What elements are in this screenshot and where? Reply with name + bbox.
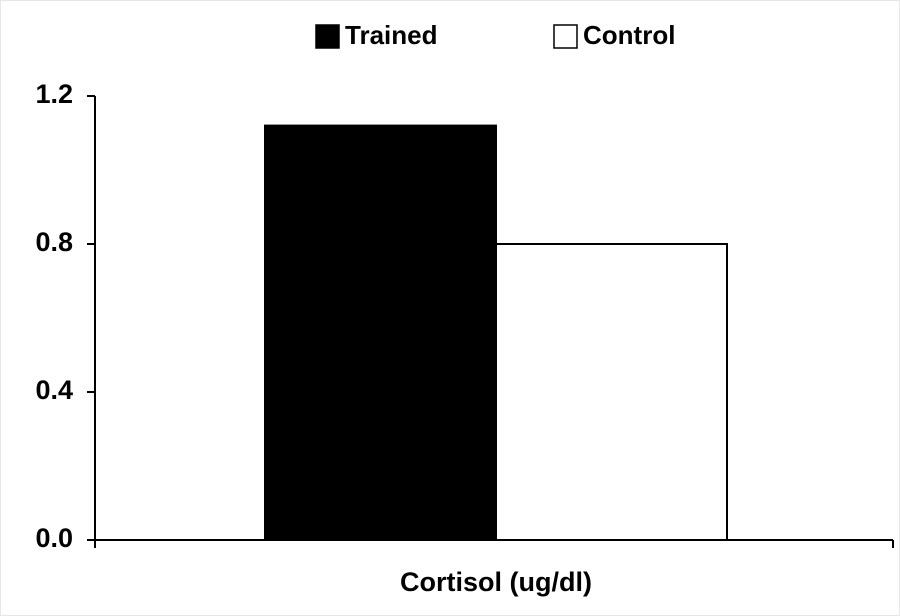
legend-swatch	[553, 24, 578, 49]
x-tick-label: Cortisol (ug/dl)	[400, 567, 592, 597]
y-tick-label: 1.2	[35, 79, 73, 109]
y-tick-label: 0.8	[35, 227, 73, 257]
y-tick-label: 0.0	[35, 523, 73, 553]
legend-label: Trained	[345, 20, 437, 50]
bar	[264, 124, 497, 541]
legend-swatch	[315, 24, 340, 49]
legend-label: Control	[583, 20, 675, 50]
bar	[495, 243, 728, 541]
y-tick-label: 0.4	[35, 375, 73, 405]
